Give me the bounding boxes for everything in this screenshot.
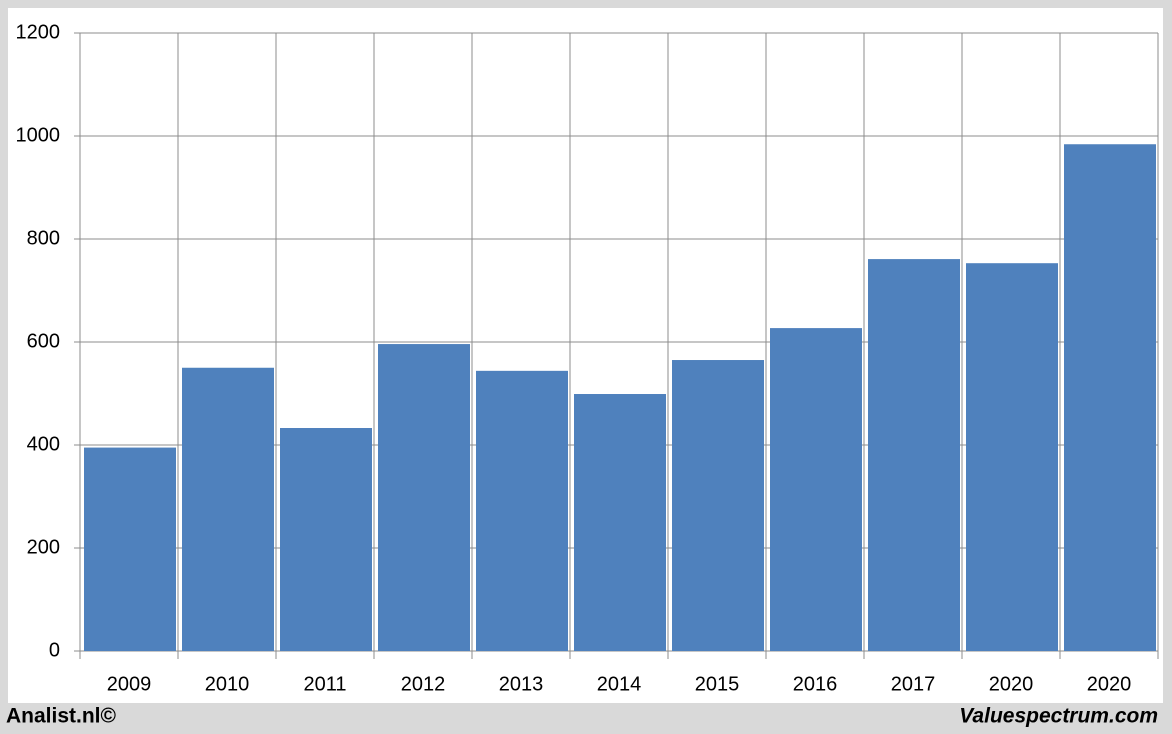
bar <box>1064 144 1156 652</box>
x-tick-label: 2012 <box>401 673 446 695</box>
bar <box>476 370 568 651</box>
credit-left: Analist.nl© <box>6 705 117 728</box>
bar <box>182 367 274 651</box>
credit-right: Valuespectrum.com <box>959 705 1158 728</box>
x-tick-label: 2014 <box>597 673 642 695</box>
x-tick-label: 2009 <box>107 673 152 695</box>
y-tick-label: 1000 <box>16 124 61 146</box>
bar <box>378 344 470 651</box>
x-tick-label: 2017 <box>891 673 936 695</box>
x-tick-label: 2015 <box>695 673 740 695</box>
y-tick-label: 1200 <box>16 21 61 43</box>
x-tick-label: 2013 <box>499 673 544 695</box>
x-tick-label: 2010 <box>205 673 250 695</box>
bar <box>280 428 372 651</box>
bar <box>868 259 960 651</box>
x-tick-label: 2011 <box>303 673 346 695</box>
y-tick-label: 0 <box>49 639 60 661</box>
bar <box>574 394 666 651</box>
y-tick-label: 400 <box>27 433 60 455</box>
x-tick-label: 2020 <box>989 673 1034 695</box>
y-tick-label: 600 <box>27 330 60 352</box>
y-tick-label: 200 <box>27 536 60 558</box>
bar <box>770 328 862 651</box>
y-tick-label: 800 <box>27 227 60 249</box>
x-tick-label: 2016 <box>793 673 838 695</box>
x-tick-label: 2020 <box>1087 673 1132 695</box>
bar <box>84 447 176 651</box>
bar <box>966 263 1058 651</box>
bar <box>672 360 764 651</box>
